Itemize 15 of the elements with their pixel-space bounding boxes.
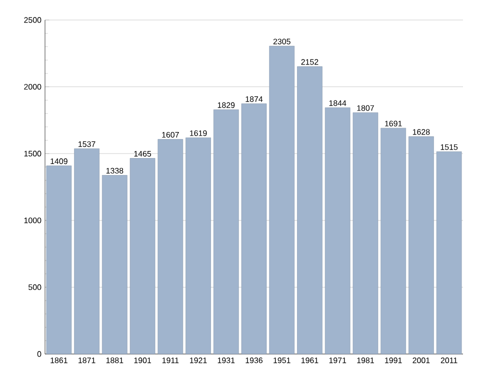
bar	[324, 107, 350, 354]
bar	[186, 138, 211, 354]
bar	[297, 66, 322, 354]
bar	[102, 175, 128, 354]
bar	[408, 136, 434, 354]
bar	[269, 46, 295, 354]
bar	[352, 112, 378, 354]
bar	[213, 109, 239, 354]
bar	[74, 148, 100, 354]
bar	[130, 158, 156, 354]
bar	[436, 151, 462, 354]
bar	[46, 166, 72, 354]
bar	[380, 128, 406, 354]
bar	[158, 139, 184, 354]
bar	[241, 103, 267, 354]
